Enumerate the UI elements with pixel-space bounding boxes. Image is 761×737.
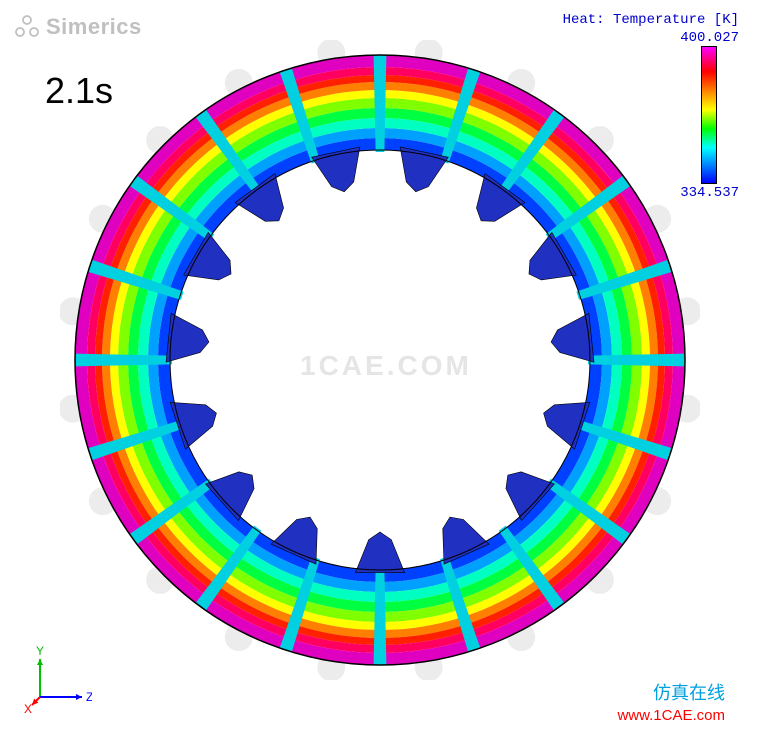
temperature-ring [60, 40, 700, 680]
svg-text:Z: Z [86, 690, 92, 704]
brand-name: Simerics [46, 14, 142, 40]
footer: 仿真在线 www.1CAE.com [617, 682, 725, 725]
footer-url: www.1CAE.com [617, 706, 725, 726]
logo-icon [14, 14, 40, 40]
svg-text:Y: Y [36, 645, 44, 658]
colorbar [701, 46, 717, 184]
legend-title: Heat: Temperature [K] [563, 12, 739, 28]
brand-logo: Simerics [14, 14, 142, 40]
axes-triad: Y Z X [22, 645, 92, 715]
svg-text:X: X [24, 702, 32, 715]
footer-cn: 仿真在线 [617, 682, 725, 705]
